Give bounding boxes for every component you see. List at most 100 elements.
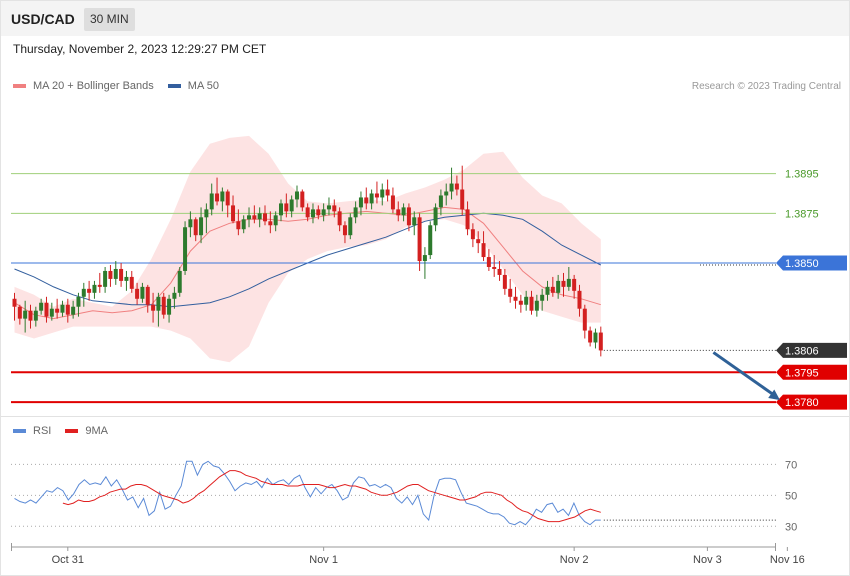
- candle-up: [310, 209, 315, 218]
- candle-up: [23, 310, 28, 319]
- candle-down: [572, 278, 577, 291]
- candle-down: [486, 257, 491, 267]
- candle-down: [263, 213, 268, 222]
- header-bar: USD/CAD 30 MIN: [1, 1, 849, 36]
- x-tick-label: Nov 1: [309, 554, 338, 566]
- rsi-level-label-70: 70: [785, 459, 797, 471]
- candle-down: [582, 308, 587, 331]
- candle-down: [497, 268, 502, 275]
- candle-down: [364, 197, 369, 204]
- candle-up: [220, 191, 225, 202]
- candle-down: [476, 239, 481, 244]
- candle-up: [444, 191, 449, 196]
- candle-up: [294, 191, 299, 200]
- candle-up: [524, 296, 529, 305]
- candle-down: [300, 191, 305, 208]
- candle-down: [65, 304, 70, 315]
- rsi-line: [14, 460, 601, 526]
- candle-up: [401, 207, 406, 216]
- candle-down: [417, 217, 422, 262]
- candle-up: [556, 280, 561, 293]
- candle-up: [71, 306, 76, 315]
- candle-down: [598, 332, 603, 351]
- candle-down: [135, 288, 140, 299]
- candle-up: [380, 189, 385, 198]
- candle-down: [454, 183, 459, 190]
- bollinger-band-area: [14, 135, 601, 363]
- rsi-level-label-30: 30: [785, 521, 797, 533]
- level-tag-1.3806: [776, 342, 847, 358]
- level-tag-1.3850: [776, 255, 847, 271]
- candle-up: [289, 199, 294, 212]
- candle-down: [588, 330, 593, 343]
- candle-up: [81, 288, 86, 297]
- candle-up: [188, 219, 193, 228]
- x-tick-label: Nov 16: [770, 554, 805, 566]
- candle-up: [593, 332, 598, 343]
- candle-down: [316, 209, 321, 216]
- candle-up: [422, 255, 427, 262]
- candle-up: [540, 294, 545, 301]
- candle-down: [17, 306, 22, 319]
- candle-down: [215, 193, 220, 202]
- candle-down: [470, 229, 475, 240]
- forecast-arrow-shaft: [712, 351, 775, 397]
- candle-down: [460, 189, 465, 210]
- candle-up: [183, 227, 188, 271]
- rsi-ma-swatch: [65, 429, 79, 433]
- candle-up: [199, 217, 204, 236]
- candle-down: [252, 215, 257, 220]
- candle-up: [353, 207, 358, 218]
- candle-up: [326, 205, 331, 210]
- candle-up: [92, 284, 97, 293]
- forecast-arrow-head: [768, 389, 781, 401]
- candle-up: [76, 296, 81, 307]
- rsi-level-label-50: 50: [785, 490, 797, 502]
- level-label-1.3895: 1.3895: [785, 169, 819, 181]
- candle-up: [140, 286, 145, 299]
- candle-down: [284, 203, 289, 212]
- candle-down: [193, 219, 198, 236]
- candle-up: [428, 225, 433, 256]
- rsi-ma-line: [62, 470, 601, 523]
- rsi-legend-label: RSI: [33, 425, 52, 437]
- candle-down: [231, 205, 236, 222]
- x-tick-label: Oct 31: [52, 554, 84, 566]
- ma50-swatch: [167, 84, 181, 88]
- candle-up: [113, 268, 118, 279]
- candle-down: [268, 221, 273, 226]
- candle-up: [49, 308, 54, 317]
- rsi-swatch: [13, 429, 26, 433]
- candle-down: [492, 266, 497, 269]
- timeframe-button[interactable]: 30 MIN: [84, 8, 135, 31]
- candle-down: [119, 268, 124, 281]
- candle-up: [247, 215, 252, 220]
- candle-down: [561, 280, 566, 287]
- candle-up: [209, 193, 214, 210]
- candle-up: [60, 304, 65, 313]
- candle-down: [151, 304, 156, 311]
- timestamp: Thursday, November 2, 2023 12:29:27 PM C…: [13, 42, 267, 56]
- candle-down: [508, 288, 513, 297]
- candle-down: [518, 300, 523, 305]
- candle-down: [55, 308, 60, 313]
- candle-up: [204, 209, 209, 218]
- level-label-1.3806: 1.3806: [785, 345, 819, 357]
- candle-up: [273, 215, 278, 226]
- candle-up: [545, 286, 550, 295]
- candle-down: [502, 274, 507, 289]
- symbol-title: USD/CAD: [11, 11, 75, 27]
- candle-down: [161, 296, 166, 315]
- candle-down: [342, 225, 347, 236]
- level-label-1.3780: 1.3780: [785, 397, 819, 409]
- level-label-1.3875: 1.3875: [785, 208, 819, 220]
- candle-up: [33, 310, 38, 321]
- candle-down: [337, 211, 342, 226]
- candle-down: [385, 189, 390, 196]
- candle-down: [396, 209, 401, 216]
- level-label-1.3795: 1.3795: [785, 367, 819, 379]
- candle-up: [39, 302, 44, 311]
- candle-down: [129, 276, 134, 289]
- candle-up: [167, 298, 172, 315]
- candle-down: [236, 221, 241, 230]
